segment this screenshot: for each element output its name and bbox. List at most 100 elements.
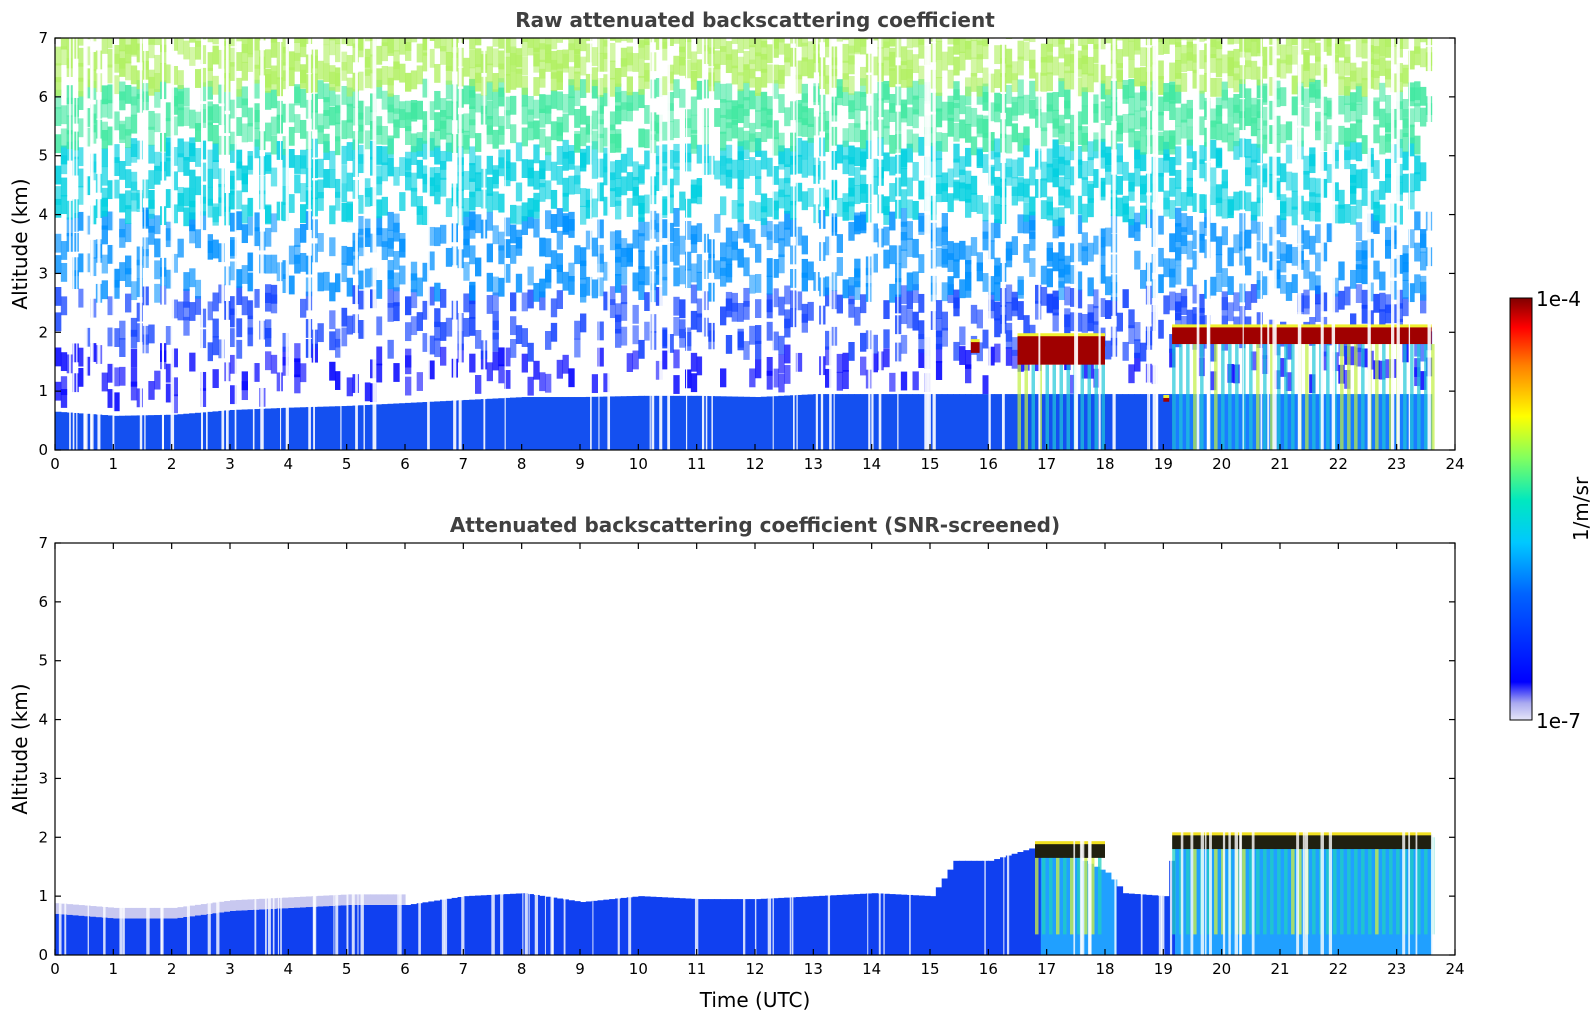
signal-cell <box>1379 82 1386 102</box>
signal-cell <box>994 257 1001 277</box>
signal-cell <box>504 56 511 76</box>
signal-cell <box>1058 186 1065 206</box>
signal-cell <box>632 91 639 111</box>
signal-cell <box>1099 177 1106 197</box>
signal-cell <box>976 114 983 134</box>
signal-cell <box>772 331 779 351</box>
signal-cell <box>696 356 703 376</box>
signal-cell <box>329 331 336 351</box>
signal-cell <box>568 66 575 86</box>
signal-cell <box>539 108 546 128</box>
signal-cell <box>731 159 738 179</box>
screened-signal-cell <box>1105 872 1112 955</box>
signal-cell <box>1052 290 1059 310</box>
signal-cell <box>1326 38 1333 56</box>
data-gap <box>667 38 671 450</box>
signal-cell <box>282 346 289 366</box>
signal-cell <box>1221 181 1228 201</box>
signal-cell <box>469 67 476 87</box>
signal-cell <box>690 51 698 71</box>
cloud-fallstreak <box>1200 344 1204 450</box>
screened-edge-cell <box>253 899 260 910</box>
signal-cell <box>836 371 843 391</box>
signal-cell <box>113 392 120 412</box>
signal-cell <box>795 38 803 47</box>
signal-cell <box>1250 159 1258 179</box>
screened-signal-cell <box>165 918 173 955</box>
signal-cell <box>533 282 540 302</box>
screened-signal-cell <box>871 893 879 955</box>
signal-cell <box>953 103 960 122</box>
signal-cell <box>970 304 978 324</box>
signal-cell <box>825 120 832 140</box>
signal-cell <box>609 286 616 306</box>
signal-cell <box>568 38 575 51</box>
x-tick-label: 21 <box>1270 960 1289 978</box>
signal-cell <box>323 110 330 129</box>
screened-edge-cell <box>329 895 336 906</box>
signal-cell <box>1256 197 1263 217</box>
boundary-layer-cell <box>1116 394 1124 450</box>
x-tick-label: 11 <box>687 960 706 978</box>
signal-cell <box>1379 181 1386 200</box>
screened-signal-cell <box>848 894 855 955</box>
signal-cell <box>1414 211 1421 231</box>
data-gap <box>340 38 342 450</box>
signal-cell <box>416 159 423 179</box>
signal-cell <box>171 147 178 166</box>
signal-cell <box>142 237 149 257</box>
signal-cell <box>60 296 68 316</box>
signal-cell <box>965 271 972 291</box>
signal-cell <box>562 38 569 40</box>
signal-cell <box>702 156 709 175</box>
signal-cell <box>743 287 750 307</box>
signal-cell <box>556 359 563 379</box>
signal-cell <box>125 169 132 189</box>
signal-cell <box>836 144 843 164</box>
boundary-layer-cell <box>918 394 925 450</box>
signal-cell <box>562 113 569 133</box>
signal-cell <box>778 373 785 393</box>
signal-cell <box>1058 156 1065 176</box>
signal-cell <box>918 180 925 200</box>
cloud-fallstreak <box>1382 837 1386 935</box>
data-gap <box>1098 38 1101 450</box>
signal-cell <box>375 79 383 99</box>
signal-cell <box>1128 172 1135 192</box>
signal-cell <box>230 212 237 232</box>
signal-cell <box>755 243 762 263</box>
signal-cell <box>556 290 563 309</box>
signal-cell <box>632 229 639 249</box>
x-tick-label: 4 <box>284 455 294 473</box>
signal-cell <box>1256 99 1263 118</box>
boundary-layer-cell <box>778 395 785 450</box>
signal-cell <box>1105 89 1112 109</box>
signal-cell <box>72 343 79 363</box>
signal-cell <box>521 159 528 178</box>
signal-cell <box>766 231 773 251</box>
signal-cell <box>1303 259 1310 279</box>
boundary-layer-cell <box>1035 394 1042 450</box>
signal-cell <box>673 38 680 44</box>
signal-cell <box>854 185 861 205</box>
signal-cell <box>498 116 505 135</box>
data-gap <box>1367 38 1371 450</box>
signal-cell <box>1262 276 1269 296</box>
signal-cell <box>854 281 861 300</box>
x-tick-label: 0 <box>50 455 60 473</box>
signal-cell <box>1355 284 1363 303</box>
signal-cell <box>282 260 289 280</box>
signal-cell <box>1379 309 1386 329</box>
signal-cell <box>1373 97 1380 117</box>
signal-cell <box>1285 282 1293 301</box>
signal-cell <box>1402 38 1409 50</box>
signal-cell <box>545 373 552 393</box>
screened-edge-cell <box>177 907 184 918</box>
data-gap <box>820 38 824 450</box>
screened-signal-cell <box>95 917 103 955</box>
signal-cell <box>1157 319 1164 339</box>
signal-cell <box>498 38 505 49</box>
signal-cell <box>556 116 563 136</box>
signal-cell <box>1116 38 1123 41</box>
signal-cell <box>603 74 610 94</box>
